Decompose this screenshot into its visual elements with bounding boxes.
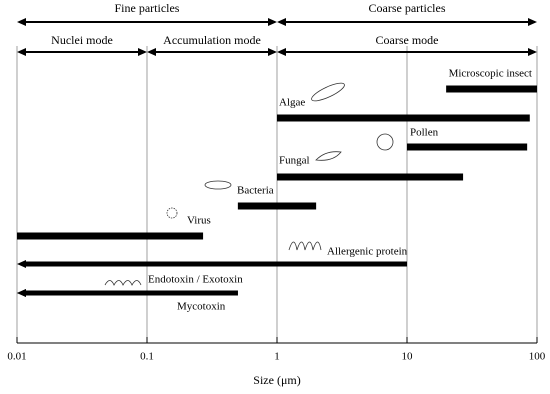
- x-tick-label: 0.01: [7, 351, 26, 363]
- bar: [17, 232, 204, 240]
- pollen-icon: [376, 133, 394, 151]
- algae-icon: [311, 82, 345, 102]
- bar: [407, 143, 528, 151]
- bar: [237, 202, 317, 210]
- bar: [277, 173, 464, 181]
- arrow-head: [268, 48, 277, 56]
- arrow-head: [147, 48, 156, 56]
- bar-label: Algae: [279, 97, 305, 109]
- virus-icon: [166, 207, 178, 219]
- x-tick-label: 0.1: [140, 351, 154, 363]
- bar-label: Fungal: [279, 155, 310, 167]
- arrow-head: [277, 18, 286, 26]
- x-tick-label: 10: [402, 351, 414, 363]
- arrow-head: [17, 289, 26, 297]
- arrow-head: [138, 48, 147, 56]
- arrow-head: [17, 48, 26, 56]
- arrow-head: [277, 48, 286, 56]
- bar: [25, 261, 407, 267]
- fungal-icon: [315, 151, 342, 161]
- bar-label: Virus: [187, 215, 211, 227]
- bar: [277, 114, 530, 122]
- arrow-head: [17, 260, 26, 268]
- bar: [25, 290, 238, 296]
- icons: [104, 82, 394, 286]
- bar-label: Microscopic insect: [449, 68, 532, 80]
- bar-label: Allergenic protein: [327, 246, 408, 258]
- arrow-head: [268, 18, 277, 26]
- bacteria-icon: [204, 180, 232, 190]
- arrow-head: [528, 18, 537, 26]
- bar-label: Endotoxin / Exotoxin: [148, 274, 243, 286]
- x-tick-label: 100: [529, 351, 546, 363]
- range-label: Fine particles: [115, 1, 180, 15]
- arrow-head: [17, 18, 26, 26]
- bar-label: Pollen: [410, 127, 439, 139]
- toxin-icon: [104, 280, 142, 286]
- bar-label: Bacteria: [237, 185, 274, 197]
- range-label: Coarse mode: [376, 33, 439, 47]
- range-label: Accumulation mode: [163, 33, 261, 47]
- bar-label: Mycotoxin: [177, 301, 226, 313]
- range-label: Nuclei mode: [51, 33, 113, 47]
- x-tick-label: 1: [274, 351, 280, 363]
- range-label: Coarse particles: [369, 1, 446, 15]
- protein-icon: [288, 241, 322, 251]
- x-axis-label: Size (μm): [253, 373, 300, 387]
- bar: [446, 85, 537, 93]
- arrow-head: [528, 48, 537, 56]
